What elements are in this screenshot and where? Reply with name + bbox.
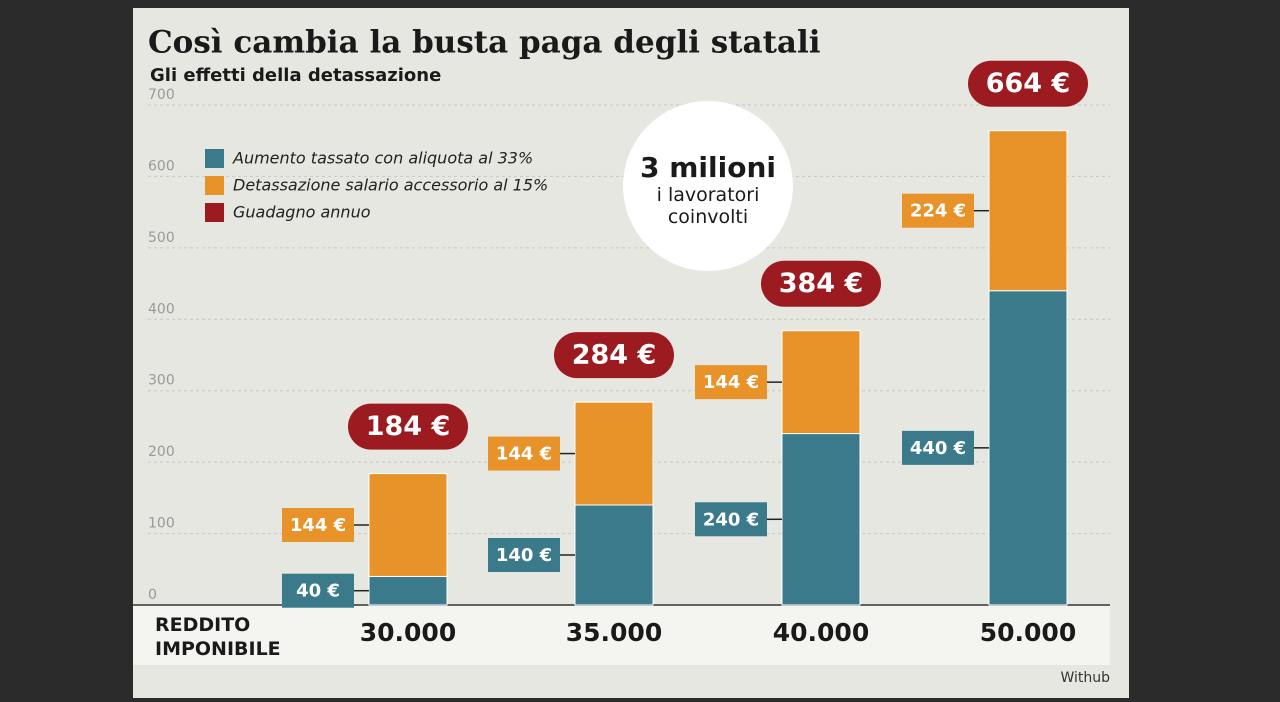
legend-swatch bbox=[205, 149, 224, 168]
bar-segment bbox=[574, 401, 654, 506]
bar-segment bbox=[368, 473, 448, 577]
bar-segment bbox=[368, 575, 448, 606]
y-tick-label: 300 bbox=[148, 373, 175, 389]
label-box bbox=[902, 430, 974, 465]
x-tick-label: 30.000 bbox=[360, 618, 456, 647]
total-label: 664 € bbox=[986, 68, 1071, 99]
bar-segment bbox=[781, 330, 861, 435]
y-tick-label: 0 bbox=[148, 587, 157, 603]
label-box bbox=[282, 573, 354, 608]
legend-swatch bbox=[205, 203, 224, 222]
data-label: 40 € bbox=[296, 581, 340, 602]
callout-headline: 3 milioni bbox=[640, 151, 776, 184]
y-tick-label: 500 bbox=[148, 230, 175, 246]
total-label: 384 € bbox=[779, 268, 864, 299]
data-label: 144 € bbox=[703, 372, 759, 393]
chart-subtitle: Gli effetti della detassazione bbox=[150, 65, 441, 86]
x-tick-label: 50.000 bbox=[980, 618, 1076, 647]
total-label: 184 € bbox=[366, 411, 451, 442]
label-box bbox=[902, 193, 974, 228]
bar-segment bbox=[988, 130, 1068, 292]
total-bubble bbox=[761, 260, 881, 307]
y-tick-label: 100 bbox=[148, 516, 175, 532]
source: Withub bbox=[1060, 670, 1110, 686]
x-tick-label: 35.000 bbox=[566, 618, 662, 647]
bar-segment bbox=[781, 433, 861, 606]
data-label: 144 € bbox=[496, 444, 552, 465]
total-bubble bbox=[348, 403, 468, 450]
y-tick-label: 400 bbox=[148, 301, 175, 317]
callout: 3 milioni i lavoratori coinvolti bbox=[623, 101, 793, 271]
callout-text: i lavoratori coinvolti bbox=[656, 184, 760, 228]
data-label: 440 € bbox=[910, 438, 966, 459]
label-box bbox=[695, 502, 767, 537]
label-box bbox=[488, 436, 560, 471]
y-tick-label: 700 bbox=[148, 87, 175, 103]
x-axis-label: REDDITO IMPONIBILE bbox=[155, 614, 281, 660]
y-tick-label: 200 bbox=[148, 444, 175, 460]
axis-band bbox=[133, 605, 1110, 665]
label-box bbox=[282, 508, 354, 542]
y-tick-label: 600 bbox=[148, 158, 175, 174]
x-tick-label: 40.000 bbox=[773, 618, 869, 647]
legend-label: Detassazione salario accessorio al 15% bbox=[233, 176, 548, 195]
data-label: 140 € bbox=[496, 545, 552, 566]
total-label: 284 € bbox=[572, 340, 657, 371]
data-label: 144 € bbox=[290, 515, 346, 536]
total-bubble bbox=[968, 60, 1088, 107]
label-box bbox=[488, 538, 560, 572]
bar-segment bbox=[988, 290, 1068, 606]
label-box bbox=[695, 365, 767, 400]
legend-swatch bbox=[205, 176, 224, 195]
legend-label: Aumento tassato con aliquota al 33% bbox=[232, 149, 533, 168]
legend-label: Guadagno annuo bbox=[233, 203, 371, 222]
data-label: 224 € bbox=[910, 201, 966, 222]
total-bubble bbox=[554, 332, 674, 379]
data-label: 240 € bbox=[703, 509, 759, 530]
bar-segment bbox=[574, 504, 654, 606]
chart-title: Così cambia la busta paga degli statali bbox=[148, 25, 821, 61]
